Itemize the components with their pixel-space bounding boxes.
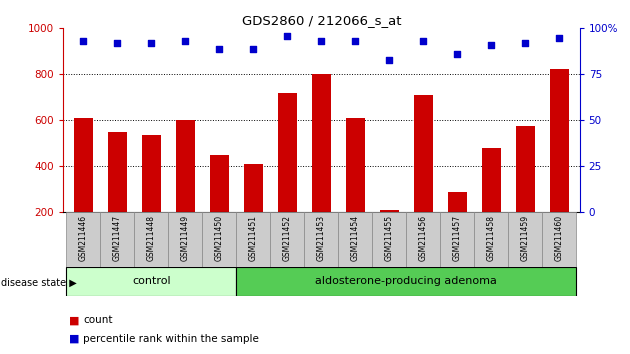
Bar — [236, 267, 576, 296]
Text: GSM211446: GSM211446 — [79, 215, 88, 261]
Point — [418, 38, 428, 44]
Text: disease state ▶: disease state ▶ — [1, 278, 77, 288]
Bar — [346, 118, 365, 212]
Point — [384, 57, 394, 62]
Bar — [210, 155, 229, 212]
Point — [452, 51, 462, 57]
Bar — [542, 212, 576, 267]
Text: percentile rank within the sample: percentile rank within the sample — [83, 334, 259, 344]
Bar — [236, 212, 270, 267]
Bar — [108, 132, 127, 212]
Bar — [66, 212, 100, 267]
Text: aldosterone-producing adenoma: aldosterone-producing adenoma — [316, 276, 497, 286]
Bar — [134, 212, 168, 267]
Point — [316, 38, 326, 44]
Point — [248, 46, 258, 51]
Bar — [550, 69, 568, 212]
Point — [214, 46, 224, 51]
Text: GSM211448: GSM211448 — [147, 215, 156, 261]
Bar — [448, 192, 467, 212]
Text: GSM211451: GSM211451 — [249, 215, 258, 261]
Point — [350, 38, 360, 44]
Bar — [406, 212, 440, 267]
Point — [554, 35, 564, 40]
Bar — [176, 120, 195, 212]
Text: GSM211452: GSM211452 — [283, 215, 292, 261]
Bar — [66, 267, 236, 296]
Bar — [474, 212, 508, 267]
Bar — [414, 95, 433, 212]
Title: GDS2860 / 212066_s_at: GDS2860 / 212066_s_at — [241, 14, 401, 27]
Text: GSM211453: GSM211453 — [317, 215, 326, 261]
Point — [282, 33, 292, 39]
Bar — [168, 212, 202, 267]
Bar — [482, 148, 501, 212]
Text: GSM211449: GSM211449 — [181, 215, 190, 261]
Text: GSM211460: GSM211460 — [554, 215, 564, 261]
Text: GSM211450: GSM211450 — [215, 215, 224, 261]
Bar — [516, 126, 535, 212]
Bar — [440, 212, 474, 267]
Point — [112, 40, 122, 46]
Bar — [372, 212, 406, 267]
Text: count: count — [83, 315, 113, 325]
Text: GSM211457: GSM211457 — [453, 215, 462, 261]
Bar — [74, 118, 93, 212]
Bar — [100, 212, 134, 267]
Point — [520, 40, 530, 46]
Bar — [338, 212, 372, 267]
Text: GSM211454: GSM211454 — [351, 215, 360, 261]
Text: GSM211458: GSM211458 — [487, 215, 496, 261]
Bar — [380, 210, 399, 212]
Text: ■: ■ — [69, 334, 80, 344]
Text: GSM211459: GSM211459 — [521, 215, 530, 261]
Text: GSM211456: GSM211456 — [419, 215, 428, 261]
Bar — [312, 74, 331, 212]
Bar — [508, 212, 542, 267]
Text: GSM211447: GSM211447 — [113, 215, 122, 261]
Bar — [244, 164, 263, 212]
Text: GSM211455: GSM211455 — [385, 215, 394, 261]
Point — [146, 40, 156, 46]
Bar — [202, 212, 236, 267]
Bar — [304, 212, 338, 267]
Text: control: control — [132, 276, 171, 286]
Point — [486, 42, 496, 48]
Point — [180, 38, 190, 44]
Bar — [142, 135, 161, 212]
Bar — [278, 93, 297, 212]
Point — [78, 38, 88, 44]
Text: ■: ■ — [69, 315, 80, 325]
Bar — [270, 212, 304, 267]
